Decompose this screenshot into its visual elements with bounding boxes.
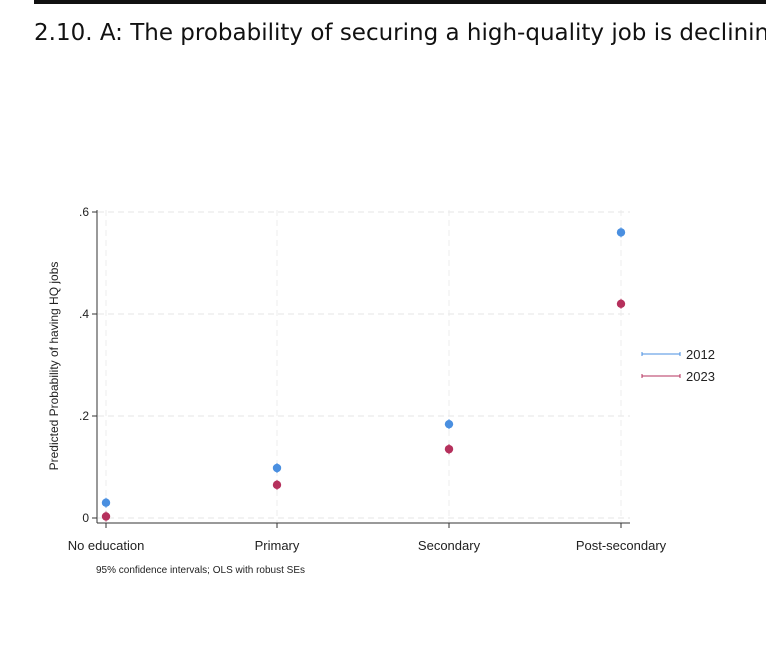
top-rule [34, 0, 766, 4]
data-point [444, 444, 454, 454]
data-point [616, 299, 626, 308]
y-tick-label: .2 [79, 409, 89, 423]
data-point [272, 480, 282, 490]
legend-label: 2023 [686, 369, 715, 384]
page-title: 2.10. A: The probability of securing a h… [34, 20, 766, 46]
grid [98, 210, 630, 522]
data-point [101, 498, 111, 507]
y-tick-label: .4 [79, 307, 89, 321]
x-tick-label: Post-secondary [576, 538, 667, 553]
data-point [444, 419, 454, 429]
data-point [272, 463, 282, 473]
axes: 0 .2 .4 .6 No education Primary Secondary Post-… [68, 205, 667, 553]
data-point [101, 512, 111, 521]
x-tick-label: No education [68, 538, 145, 553]
y-tick-label: 0 [82, 511, 89, 525]
x-tick-label: Primary [255, 538, 300, 553]
y-tick-label: .6 [79, 205, 89, 219]
legend-label: 2012 [686, 347, 715, 362]
chart-note: 95% confidence intervals; OLS with robus… [96, 565, 305, 576]
legend: 2012 2023 [641, 347, 715, 384]
data-point [616, 228, 626, 237]
x-tick-label: Secondary [418, 538, 481, 553]
data-points [101, 227, 626, 522]
y-axis-title: Predicted Probability of having HQ jobs [47, 262, 61, 471]
